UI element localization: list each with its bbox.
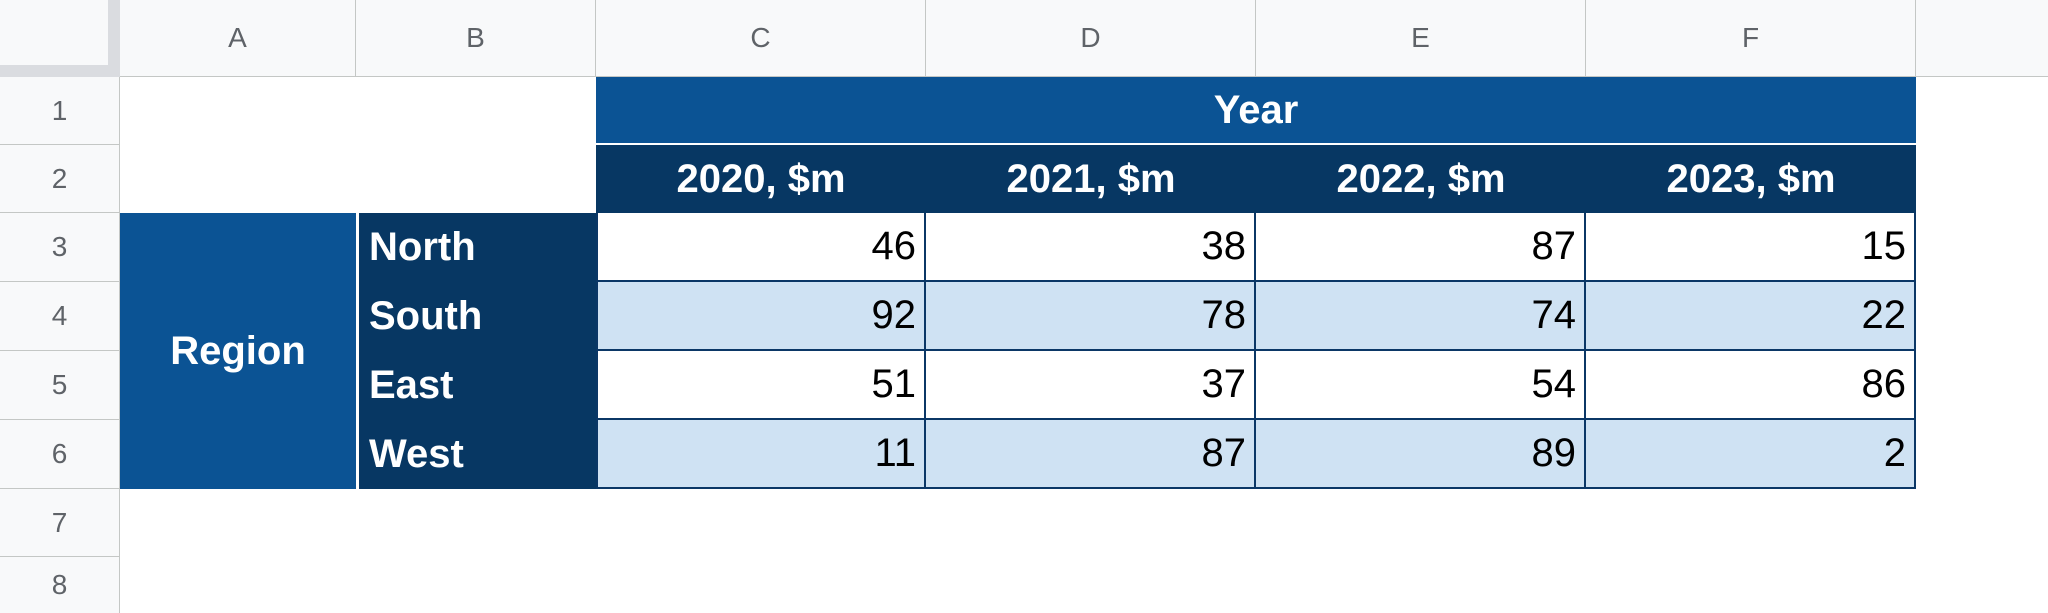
region-name-north[interactable]: North xyxy=(369,225,476,269)
year-header-cell[interactable]: Year xyxy=(596,77,1916,145)
row-header-8[interactable]: 8 xyxy=(0,557,120,613)
data-cell[interactable]: 78 xyxy=(926,282,1256,351)
column-header-d[interactable]: D xyxy=(926,0,1256,77)
year-2020-header[interactable]: 2020, $m xyxy=(596,145,926,213)
region-header-cell[interactable]: Region xyxy=(120,213,356,489)
data-cell[interactable]: 54 xyxy=(1256,351,1586,420)
data-cell[interactable]: 38 xyxy=(926,213,1256,282)
frozen-column-handle[interactable] xyxy=(108,0,120,77)
column-header-f[interactable]: F xyxy=(1586,0,1916,77)
row-header-4[interactable]: 4 xyxy=(0,282,120,351)
data-cell[interactable]: 2 xyxy=(1586,420,1916,489)
year-2022-header[interactable]: 2022, $m xyxy=(1256,145,1586,213)
year-2023-header[interactable]: 2023, $m xyxy=(1586,145,1916,213)
row-header-3[interactable]: 3 xyxy=(0,213,120,282)
data-cell[interactable]: 87 xyxy=(1256,213,1586,282)
region-name-west[interactable]: West xyxy=(369,432,464,476)
data-cell[interactable]: 51 xyxy=(596,351,926,420)
row-header-5[interactable]: 5 xyxy=(0,351,120,420)
data-cell[interactable]: 87 xyxy=(926,420,1256,489)
year-2021-header[interactable]: 2021, $m xyxy=(926,145,1256,213)
data-cell[interactable]: 86 xyxy=(1586,351,1916,420)
region-name-column xyxy=(359,213,596,489)
data-cell[interactable]: 92 xyxy=(596,282,926,351)
data-cell[interactable]: 89 xyxy=(1256,420,1586,489)
column-header-b[interactable]: B xyxy=(356,0,596,77)
column-header-empty xyxy=(1916,0,2048,77)
data-cell[interactable]: 46 xyxy=(596,213,926,282)
row-header-7[interactable]: 7 xyxy=(0,489,120,557)
row-header-1[interactable]: 1 xyxy=(0,77,120,145)
row-header-2[interactable]: 2 xyxy=(0,145,120,213)
column-header-a[interactable]: A xyxy=(120,0,356,77)
region-divider xyxy=(356,213,359,489)
select-all-corner[interactable] xyxy=(0,0,120,77)
column-header-e[interactable]: E xyxy=(1256,0,1586,77)
frozen-row-handle[interactable] xyxy=(0,65,120,77)
data-cell[interactable]: 74 xyxy=(1256,282,1586,351)
region-name-east[interactable]: East xyxy=(369,363,454,407)
data-cell[interactable]: 37 xyxy=(926,351,1256,420)
row-header-6[interactable]: 6 xyxy=(0,420,120,489)
column-header-c[interactable]: C xyxy=(596,0,926,77)
data-cell[interactable]: 11 xyxy=(596,420,926,489)
data-cell[interactable]: 22 xyxy=(1586,282,1916,351)
data-cell[interactable]: 15 xyxy=(1586,213,1916,282)
region-name-south[interactable]: South xyxy=(369,294,483,338)
